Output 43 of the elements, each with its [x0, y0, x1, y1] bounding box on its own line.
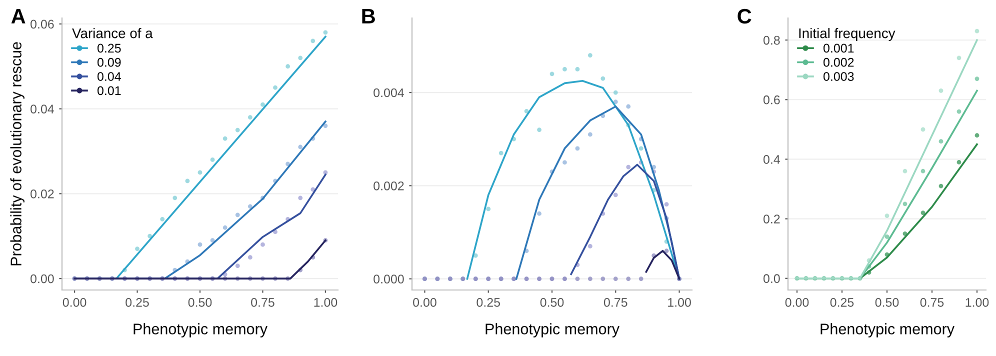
x-tick-label: 0.50	[875, 298, 899, 307]
x-tick-label: 0.25	[476, 298, 500, 307]
x-tick-label: 1.00	[966, 298, 989, 307]
x-tick-label: 0.50	[540, 298, 564, 307]
y-axis-title: Probability of evolutionary rescue	[10, 42, 24, 266]
y-tick-label: 0.000	[374, 274, 404, 284]
legend-label: 0.001	[823, 44, 854, 53]
legend-label: 0.09	[97, 58, 121, 67]
x-tick-label: 0.00	[62, 298, 86, 307]
y-tick-label: 0.04	[30, 104, 54, 114]
legend-label: 0.01	[97, 86, 121, 96]
x-tick-label: 0.75	[604, 298, 628, 307]
y-tick-label: 0.4	[763, 155, 780, 164]
x-tick-label: 0.25	[126, 298, 149, 307]
x-axis-title: Phenotypic memory	[820, 323, 954, 338]
x-tick-label: 0.00	[413, 298, 436, 307]
y-tick-label: 0.06	[30, 20, 54, 29]
legend-label: 0.25	[97, 44, 121, 53]
legend-title: Initial frequency	[799, 28, 896, 41]
x-tick-label: 0.75	[251, 298, 274, 307]
chart-title: B	[362, 9, 375, 24]
x-tick-label: 0.50	[188, 298, 212, 307]
y-tick-label: 0.8	[763, 36, 780, 45]
x-tick-label: 0.75	[920, 298, 944, 307]
legend-label: 0.003	[823, 72, 854, 81]
y-tick-label: 0.02	[30, 189, 54, 198]
x-tick-label: 0.25	[830, 298, 854, 307]
x-axis-title: Phenotypic memory	[134, 323, 268, 338]
legend-label: 0.04	[97, 72, 121, 81]
y-tick-label: 0.2	[763, 214, 780, 224]
chart-title: A	[11, 9, 26, 24]
x-tick-label: 0.00	[785, 298, 809, 307]
x-tick-label: 1.00	[668, 298, 691, 307]
y-tick-label: 0.00	[30, 274, 54, 284]
x-axis-title: Phenotypic memory	[486, 323, 620, 338]
y-tick-label: 0.004	[374, 88, 404, 98]
y-tick-label: 0.6	[763, 95, 780, 104]
legend-title: Variance of a	[72, 28, 153, 38]
y-tick-label: 0.002	[374, 181, 404, 190]
chart-title: C	[738, 8, 752, 24]
x-tick-label: 1.00	[314, 298, 338, 307]
legend-label: 0.002	[823, 58, 854, 67]
y-tick-label: 0.0	[763, 274, 780, 284]
